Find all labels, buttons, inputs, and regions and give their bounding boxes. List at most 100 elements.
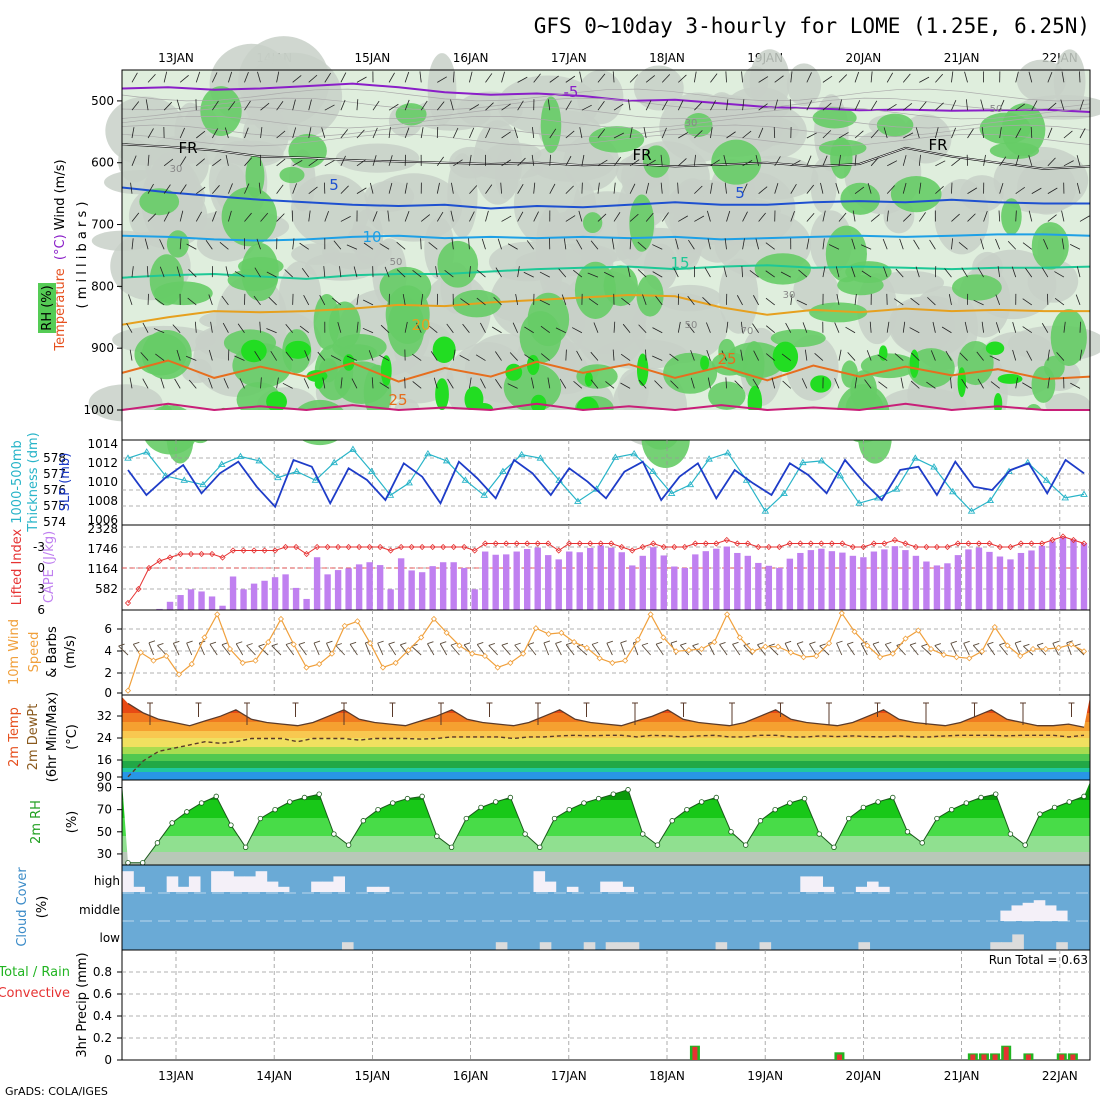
- wind10m-barb-flag: [514, 642, 521, 646]
- wind-barb: [741, 266, 743, 278]
- wind-barb: [402, 294, 406, 305]
- rh-shade-high: [574, 261, 617, 319]
- wind-barb: [1028, 210, 1033, 222]
- wind10m-barb-flag: [784, 640, 792, 644]
- rh2m-marker: [404, 795, 411, 802]
- wind-barb: [613, 103, 624, 111]
- date-tick-top: 21JAN: [944, 51, 980, 65]
- cape-bar: [986, 551, 993, 610]
- wind-barb: [690, 350, 695, 361]
- y-tick-label: 32: [97, 709, 112, 723]
- wind-barb: [935, 127, 939, 139]
- cloud-bar-high: [566, 886, 579, 892]
- wind-barb: [196, 158, 205, 167]
- wind-barb: [687, 295, 695, 306]
- li-marker: [660, 543, 667, 551]
- rh-shade-peak: [700, 355, 710, 371]
- wind-barb: [292, 159, 303, 167]
- rh2m-marker: [345, 842, 352, 848]
- wind-barb: [838, 99, 843, 111]
- wind-barb: [1069, 243, 1081, 250]
- wind10m-barb-flag: [400, 642, 407, 646]
- wind-barb: [565, 100, 572, 111]
- slp-marker: [199, 480, 207, 488]
- wind-barb: [726, 321, 729, 333]
- wind10m-barb-flag: [450, 642, 458, 646]
- wind-barb: [677, 321, 681, 333]
- wind-barb: [526, 240, 535, 250]
- li-marker: [261, 547, 268, 554]
- wind-barb: [959, 352, 968, 361]
- wind-barb: [159, 239, 165, 250]
- wind-barb: [481, 238, 486, 250]
- rh-shade-high: [279, 166, 305, 184]
- wind-barb: [131, 101, 140, 111]
- temp-contour-5: [121, 186, 1090, 210]
- wind-barb: [430, 351, 438, 361]
- cloud-bar-low: [1012, 934, 1024, 950]
- slp-tick: 1012: [87, 456, 118, 470]
- contour-label: 5: [735, 184, 745, 202]
- wind10m-barb: [221, 644, 231, 656]
- wind-barb: [460, 298, 470, 306]
- wind-barb: [977, 378, 984, 389]
- cape-bar: [818, 548, 825, 610]
- li-marker: [398, 543, 405, 551]
- wind-barb: [945, 350, 952, 361]
- wind-barb: [234, 271, 245, 278]
- wind-barb: [887, 160, 898, 167]
- wind-barb: [742, 183, 748, 194]
- li-marker: [1007, 543, 1014, 551]
- wind10m-barb: [527, 644, 537, 656]
- li-marker: [870, 540, 877, 547]
- wind-barb: [540, 353, 551, 361]
- wind-barb: [836, 294, 840, 305]
- li-marker: [156, 557, 163, 565]
- temp-contour-20: [121, 293, 1090, 326]
- wind-barb: [854, 71, 860, 83]
- slp-marker: [142, 448, 151, 455]
- rh2m-marker: [772, 806, 778, 813]
- wind-barb: [469, 377, 472, 389]
- wind-barb: [221, 295, 229, 306]
- cloud-level-high: high: [94, 874, 120, 888]
- wind10m-barb-flag: [620, 640, 627, 644]
- rh2m-marker: [1037, 811, 1043, 817]
- wind-barb: [485, 127, 491, 139]
- wind-barb: [861, 270, 872, 278]
- cape-bar: [881, 549, 888, 610]
- y-tick-label: 1000: [83, 403, 114, 417]
- li-marker: [324, 543, 331, 551]
- rh2m-marker: [375, 806, 381, 813]
- rh-isoline: [121, 115, 1091, 129]
- cape-bar: [755, 562, 762, 610]
- wind-barb: [1011, 266, 1017, 278]
- wind-barb: [980, 238, 984, 250]
- wind-barb: [629, 213, 639, 222]
- contour-label: 25: [388, 391, 407, 409]
- cloud-bar-high: [244, 876, 257, 892]
- li-marker: [251, 547, 258, 554]
- wind-barb: [834, 378, 840, 389]
- wind-barb: [622, 323, 631, 333]
- contour-label: 25: [717, 350, 736, 368]
- temp-contour-15: [121, 264, 1091, 280]
- y-tick-label: 16: [97, 753, 112, 767]
- wind-barb: [758, 186, 768, 194]
- rh2m-marker: [787, 800, 793, 806]
- li-marker: [293, 543, 300, 551]
- wind-barb: [726, 210, 731, 222]
- rh2m-marker: [478, 804, 484, 811]
- rh-shade-peak: [241, 339, 267, 363]
- wind-barb: [188, 269, 197, 278]
- wind-barb: [195, 211, 203, 222]
- wind-barb: [308, 99, 312, 111]
- wind10m-barb: [427, 643, 435, 656]
- rh2m-marker: [125, 860, 131, 866]
- wind-barb: [185, 355, 197, 361]
- li-marker: [671, 543, 678, 551]
- cape-bar: [545, 555, 552, 610]
- wind-barb: [694, 101, 703, 111]
- cape-bar: [713, 548, 720, 610]
- li-marker: [450, 543, 457, 551]
